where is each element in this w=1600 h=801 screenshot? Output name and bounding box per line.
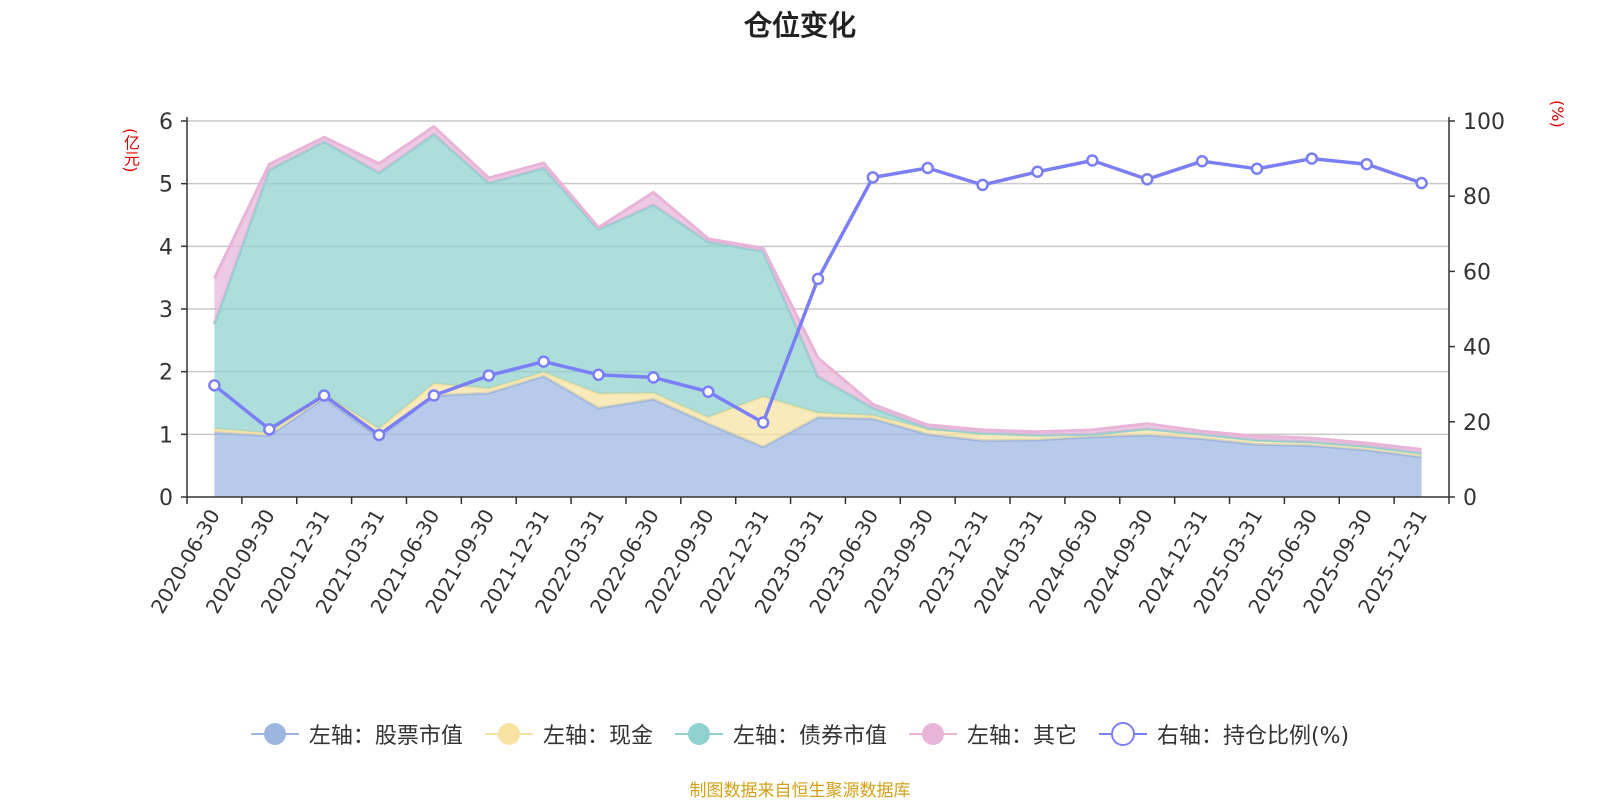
- ratio-point: [1305, 152, 1319, 165]
- legend-cash-marker-icon: [484, 723, 533, 745]
- ratio-point: [317, 389, 331, 402]
- data-source-note: 制图数据来自恒生聚源数据库: [689, 781, 911, 801]
- left-axis-tick-label: 6: [159, 110, 173, 135]
- left-axis-tick-label: 1: [159, 423, 173, 448]
- legend-item-stock[interactable]: 左轴：股票市值: [250, 718, 463, 750]
- left-axis-tick-label: 2: [159, 361, 173, 386]
- right-axis-tick-label: 100: [1463, 110, 1505, 135]
- ratio-point: [1140, 173, 1154, 186]
- ratio-point: [1031, 165, 1044, 179]
- ratio-point: [811, 272, 825, 286]
- ratio-point: [537, 355, 550, 368]
- chart-title: 仓位变化: [743, 9, 856, 42]
- ratio-point: [921, 161, 934, 175]
- ratio-point: [976, 178, 989, 192]
- left-axis-tick-label: 4: [159, 235, 173, 260]
- position-change-chart: 01234560204060801002020-06-302020-09-302…: [146, 110, 1505, 618]
- legend-bond-marker-icon: [674, 723, 723, 745]
- legend-other-marker-icon: [908, 723, 957, 745]
- left-axis-tick-label: 3: [159, 298, 173, 323]
- legend-item-bond[interactable]: 左轴：债券市值: [674, 718, 887, 750]
- legend-ratio-label: 右轴：持仓比例(%): [1156, 724, 1350, 749]
- left-axis-tick-label: 0: [159, 486, 173, 511]
- legend-stock-label: 左轴：股票市值: [308, 724, 463, 749]
- right-axis-unit: (%): [1548, 100, 1567, 128]
- area-bond: [214, 134, 1422, 454]
- legend-bond-label: 左轴：债券市值: [732, 724, 887, 749]
- left-axis-unit: (亿元): [121, 128, 140, 173]
- area-stock: [214, 376, 1422, 497]
- ratio-point: [647, 371, 660, 384]
- ratio-point: [482, 369, 496, 382]
- right-axis-tick-label: 40: [1463, 336, 1491, 361]
- legend-ratio-marker-icon: [1098, 722, 1147, 746]
- legend-item-cash[interactable]: 左轴：现金: [484, 718, 653, 750]
- ratio-point: [592, 368, 605, 382]
- legend-cash-label: 左轴：现金: [542, 724, 653, 749]
- area-edge-other: [213, 124, 1422, 451]
- right-axis-tick-label: 0: [1463, 486, 1477, 511]
- ratio-point: [1250, 162, 1264, 176]
- ratio-point: [756, 416, 770, 429]
- ratio-point: [1195, 154, 1209, 168]
- ratio-point: [866, 171, 880, 184]
- left-axis-tick-label: 5: [159, 173, 173, 198]
- ratio-point: [427, 389, 441, 402]
- ratio-point: [1415, 176, 1428, 190]
- ratio-point: [372, 428, 386, 442]
- ratio-point: [263, 423, 276, 436]
- legend-item-other[interactable]: 左轴：其它: [908, 718, 1077, 750]
- legend-stock-marker-icon: [250, 723, 299, 745]
- area-cash: [214, 372, 1422, 457]
- ratio-point: [702, 385, 715, 398]
- right-axis-tick-label: 80: [1463, 185, 1491, 210]
- ratio-point: [208, 379, 221, 392]
- legend-item-ratio[interactable]: 右轴：持仓比例(%): [1098, 718, 1350, 750]
- right-axis-tick-label: 60: [1463, 260, 1491, 285]
- chart-legend: 左轴：股票市值 左轴：现金 左轴：债券市值 左轴：其它 右轴：持仓比例(%): [0, 718, 1600, 750]
- right-axis-tick-label: 20: [1463, 411, 1491, 436]
- legend-other-label: 左轴：其它: [966, 724, 1077, 749]
- ratio-point: [1086, 154, 1099, 167]
- ratio-point: [1360, 157, 1373, 171]
